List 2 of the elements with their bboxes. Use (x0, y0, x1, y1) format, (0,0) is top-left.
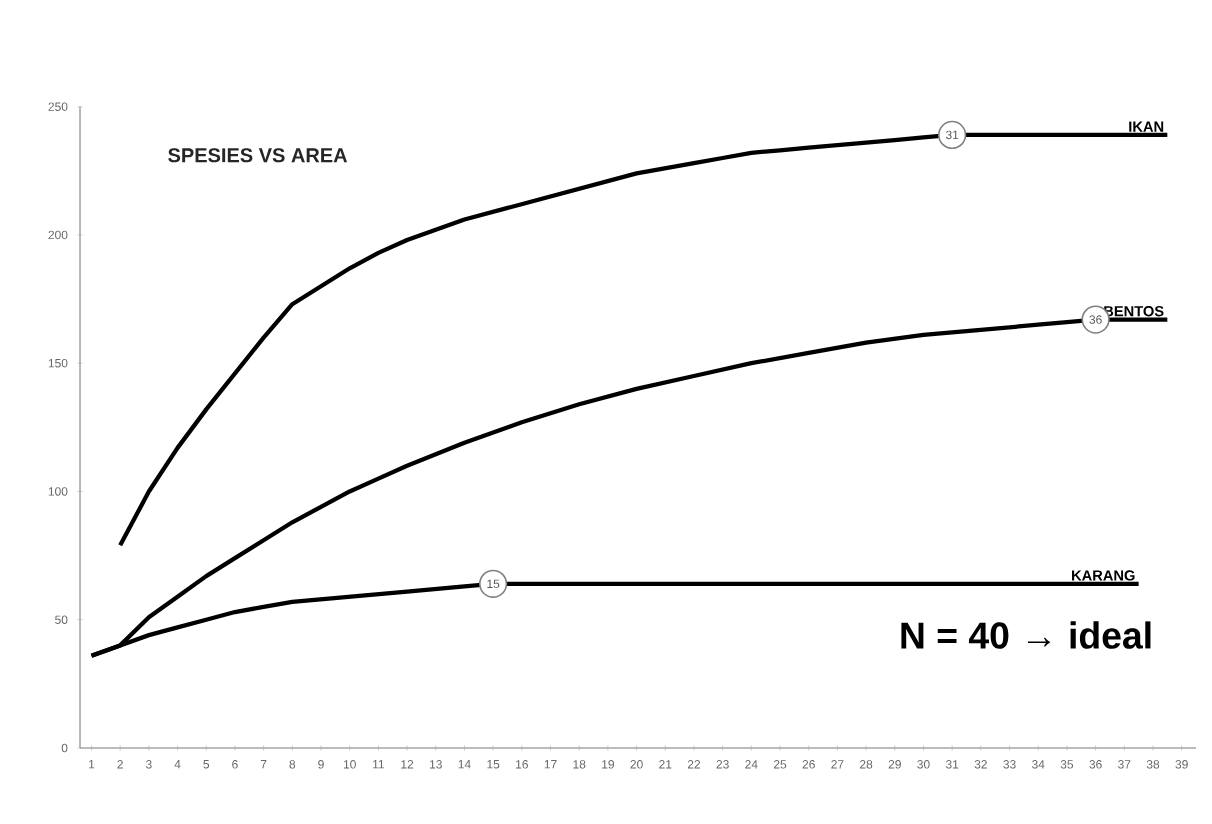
text: SPESIES VS AREA (168, 148, 348, 163)
annotation: N = 40 → ideal (901, 621, 1151, 649)
